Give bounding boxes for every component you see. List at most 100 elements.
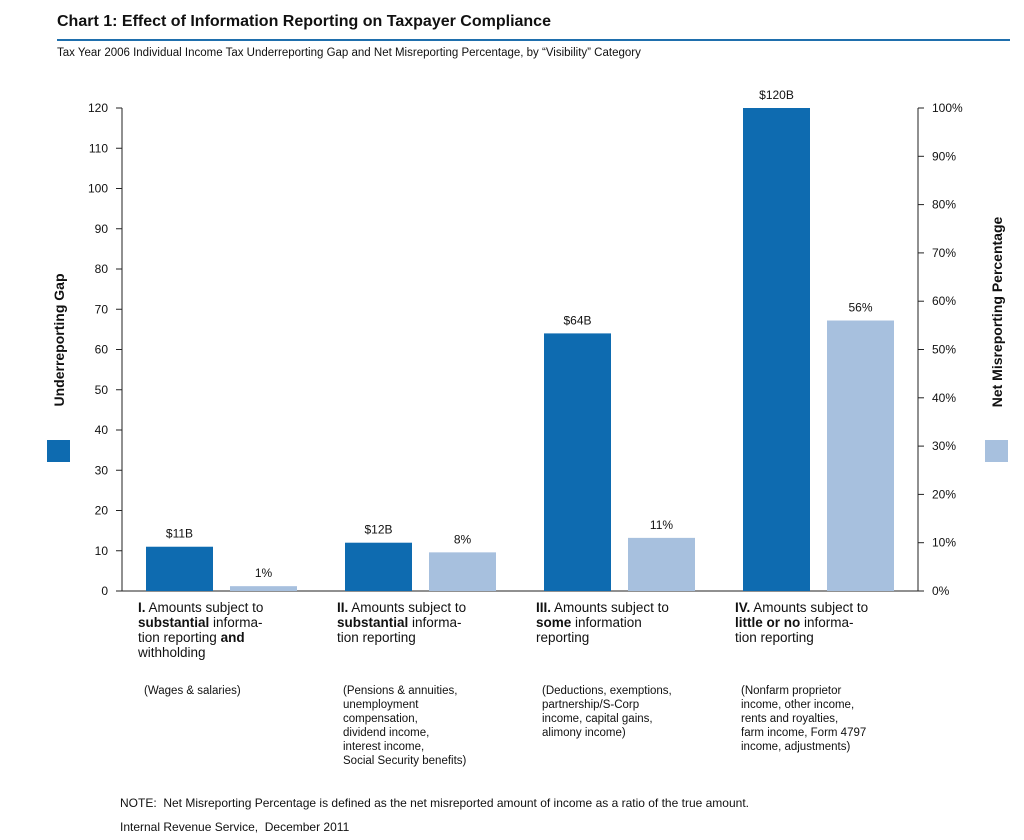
category-description: Social Security benefits) bbox=[343, 755, 467, 767]
y2-tick-label: 70% bbox=[932, 246, 956, 260]
bar bbox=[429, 552, 496, 591]
label-segment: little or no bbox=[735, 615, 800, 630]
label-segment: substantial bbox=[138, 615, 209, 630]
y2-tick-label: 20% bbox=[932, 487, 956, 501]
y-tick-label: 40 bbox=[95, 423, 109, 437]
x-tick-label: tion reporting bbox=[735, 630, 814, 645]
chart-title: Chart 1: Effect of Information Reporting… bbox=[57, 13, 551, 30]
category-description: compensation, bbox=[343, 713, 418, 725]
bar bbox=[146, 546, 213, 591]
x-tick-label: some information bbox=[536, 615, 642, 630]
y-tick-label: 120 bbox=[88, 101, 108, 115]
value-label: 1% bbox=[255, 566, 273, 580]
y-tick-label: 50 bbox=[95, 383, 109, 397]
category-description: dividend income, bbox=[343, 727, 429, 739]
label-segment: withholding bbox=[137, 645, 206, 660]
x-tick-label: reporting bbox=[536, 630, 589, 645]
label-segment: IV. bbox=[735, 600, 750, 615]
label-segment: informa- bbox=[209, 615, 262, 630]
label-segment: Amounts subject to bbox=[551, 600, 669, 615]
label-segment: Amounts subject to bbox=[750, 600, 868, 615]
x-tick-label: substantial informa- bbox=[337, 615, 462, 630]
label-segment: tion reporting bbox=[337, 630, 416, 645]
value-label: 8% bbox=[454, 532, 472, 546]
label-segment: Amounts subject to bbox=[146, 600, 264, 615]
x-tick-label: IV. Amounts subject to bbox=[735, 600, 868, 615]
y2-tick-label: 80% bbox=[932, 198, 956, 212]
y2-tick-label: 10% bbox=[932, 536, 956, 550]
y2-tick-label: 30% bbox=[932, 439, 956, 453]
y-tick-label: 110 bbox=[89, 141, 108, 155]
y-axis-title: Underreporting Gap bbox=[51, 273, 67, 406]
y2-tick-label: 50% bbox=[932, 343, 956, 357]
bar bbox=[628, 537, 695, 591]
label-segment: some bbox=[536, 615, 572, 630]
y-tick-label: 30 bbox=[95, 463, 109, 477]
x-tick-label: tion reporting and bbox=[138, 630, 245, 645]
note: NOTE: Net Misreporting Percentage is def… bbox=[120, 796, 749, 810]
y2-tick-label: 40% bbox=[932, 391, 956, 405]
x-tick-label: tion reporting bbox=[337, 630, 416, 645]
value-label: $64B bbox=[563, 313, 591, 327]
category-description: unemployment bbox=[343, 699, 419, 711]
y-tick-label: 60 bbox=[95, 343, 109, 357]
label-segment: informa- bbox=[408, 615, 461, 630]
chart-subtitle: Tax Year 2006 Individual Income Tax Unde… bbox=[57, 47, 641, 59]
x-tick-label: withholding bbox=[137, 645, 206, 660]
bar bbox=[827, 320, 894, 591]
label-segment: substantial bbox=[337, 615, 408, 630]
x-tick-label: little or no informa- bbox=[735, 615, 854, 630]
category-description: income, capital gains, bbox=[542, 713, 653, 725]
value-label: 56% bbox=[848, 301, 872, 315]
y-tick-label: 10 bbox=[95, 544, 109, 558]
label-segment: information bbox=[571, 615, 642, 630]
y2-tick-label: 60% bbox=[932, 294, 956, 308]
label-segment: tion reporting bbox=[735, 630, 814, 645]
category-description: interest income, bbox=[343, 741, 424, 753]
x-tick-label: III. Amounts subject to bbox=[536, 600, 669, 615]
label-segment: Amounts subject to bbox=[348, 600, 466, 615]
y-tick-label: 100 bbox=[88, 182, 108, 196]
category-description: (Wages & salaries) bbox=[144, 685, 241, 697]
category-description: income, adjustments) bbox=[741, 741, 850, 753]
label-segment: I. bbox=[138, 600, 146, 615]
y-tick-label: 0 bbox=[101, 584, 108, 598]
y2-tick-label: 90% bbox=[932, 149, 956, 163]
label-segment: reporting bbox=[536, 630, 589, 645]
label-segment: III. bbox=[536, 600, 551, 615]
y-tick-label: 90 bbox=[95, 222, 109, 236]
x-tick-label: substantial informa- bbox=[138, 615, 263, 630]
label-segment: informa- bbox=[800, 615, 853, 630]
category-description: rents and royalties, bbox=[741, 713, 838, 725]
category-description: alimony income) bbox=[542, 727, 626, 739]
label-segment: and bbox=[221, 630, 245, 645]
category-description: (Nonfarm proprietor bbox=[741, 685, 842, 697]
bar bbox=[230, 586, 297, 591]
y-tick-label: 20 bbox=[95, 504, 109, 518]
value-label: $120B bbox=[759, 88, 794, 102]
y2-axis-title: Net Misreporting Percentage bbox=[989, 216, 1005, 407]
bar bbox=[743, 108, 810, 591]
x-tick-label: I. Amounts subject to bbox=[138, 600, 263, 615]
y-tick-label: 70 bbox=[95, 302, 109, 316]
y2-tick-label: 0% bbox=[932, 584, 950, 598]
legend-swatch bbox=[985, 440, 1008, 462]
category-description: (Pensions & annuities, bbox=[343, 685, 457, 697]
value-label: 11% bbox=[650, 518, 673, 532]
bar bbox=[544, 333, 611, 591]
category-description: partnership/S-Corp bbox=[542, 699, 639, 711]
value-label: $11B bbox=[166, 527, 193, 541]
x-tick-label: II. Amounts subject to bbox=[337, 600, 466, 615]
category-description: (Deductions, exemptions, bbox=[542, 685, 672, 697]
category-description: farm income, Form 4797 bbox=[741, 727, 866, 739]
category-description: income, other income, bbox=[741, 699, 854, 711]
bar bbox=[345, 542, 412, 591]
y2-tick-label: 100% bbox=[932, 101, 963, 115]
y-tick-label: 80 bbox=[95, 262, 109, 276]
source: Internal Revenue Service, December 2011 bbox=[120, 820, 350, 834]
value-label: $12B bbox=[364, 523, 392, 537]
label-segment: tion reporting bbox=[138, 630, 221, 645]
label-segment: II. bbox=[337, 600, 348, 615]
legend-swatch bbox=[47, 440, 70, 462]
